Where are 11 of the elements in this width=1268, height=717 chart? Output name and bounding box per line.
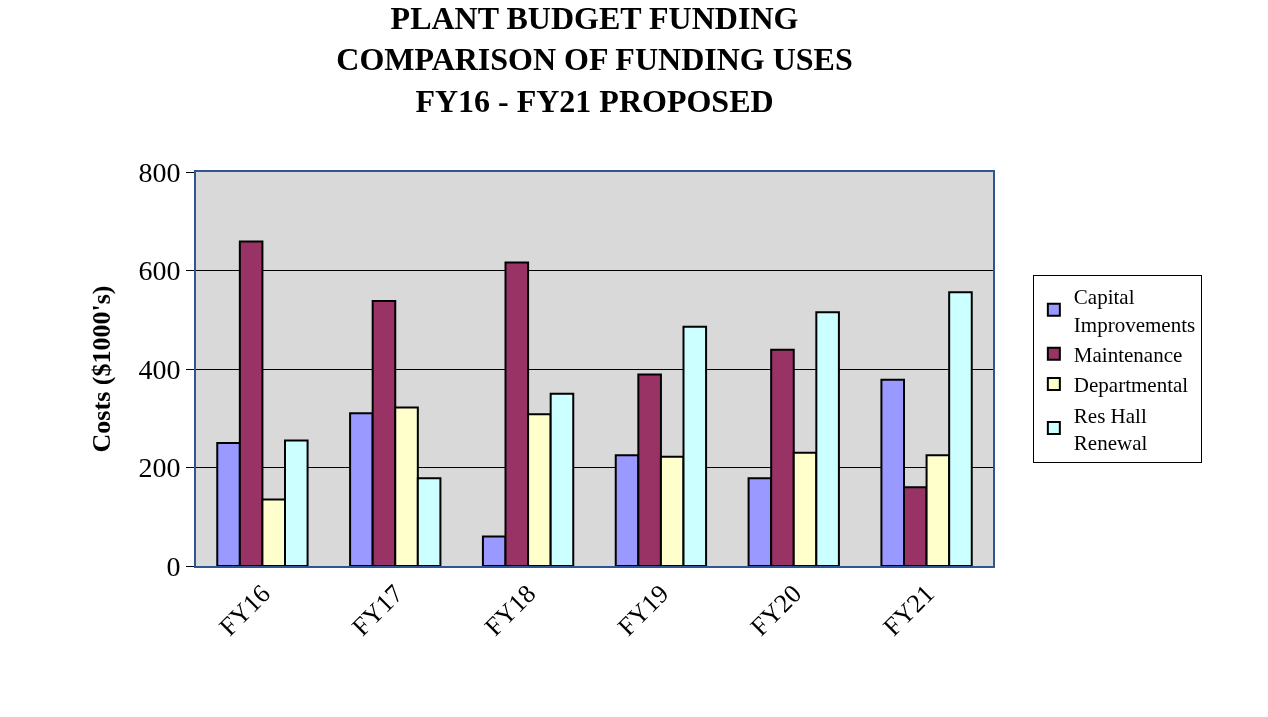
legend-label: Capital Improvements bbox=[1073, 285, 1196, 337]
y-tick-label: 600 bbox=[138, 255, 181, 287]
y-tick-label: 800 bbox=[138, 156, 181, 188]
y-axis-title: Costs ($1000's) bbox=[87, 285, 117, 453]
y-tick-label: 400 bbox=[138, 353, 181, 385]
legend-label: Maintenance bbox=[1073, 342, 1183, 367]
y-tick-label: 0 bbox=[166, 550, 181, 582]
y-tick-label: 200 bbox=[138, 452, 181, 484]
legend-label: Res Hall Renewal bbox=[1073, 403, 1148, 455]
chart-title: PLANT BUDGET FUNDING COMPARISON OF FUNDING USES FY16 - FY21 PROPOSED bbox=[336, 0, 853, 119]
legend-label: Departmental bbox=[1073, 373, 1189, 398]
